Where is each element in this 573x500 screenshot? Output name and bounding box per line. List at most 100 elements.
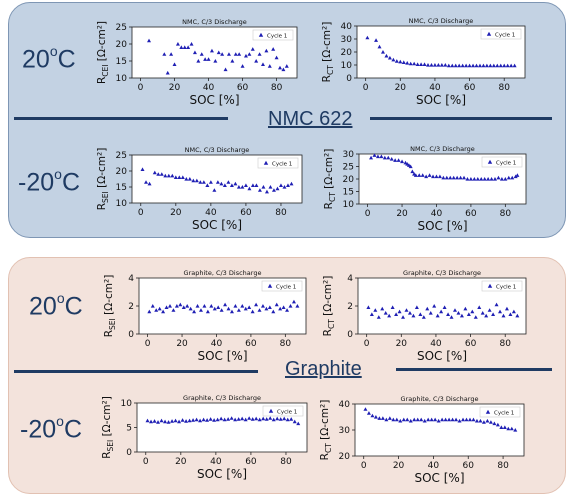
data-point — [460, 63, 465, 68]
data-point — [380, 416, 385, 420]
data-point — [196, 59, 201, 63]
data-point — [515, 313, 520, 318]
data-point — [412, 61, 417, 66]
chart-title: Graphite, C/3 Discharge — [184, 269, 262, 277]
data-point — [377, 44, 382, 49]
legend-box — [481, 280, 523, 292]
data-point — [220, 52, 225, 56]
y-tick-label: 0 — [346, 74, 352, 84]
data-point — [424, 174, 429, 179]
data-point — [173, 175, 178, 179]
data-point — [191, 418, 196, 422]
data-point — [181, 305, 186, 309]
data-point — [189, 42, 194, 46]
data-point — [495, 63, 500, 68]
data-point — [389, 157, 394, 161]
data-point — [480, 311, 485, 315]
data-point — [387, 416, 392, 420]
legend-marker — [486, 31, 492, 36]
data-point — [222, 417, 227, 422]
data-point — [432, 304, 437, 308]
data-point — [503, 177, 508, 181]
data-point — [194, 178, 199, 183]
data-point — [493, 177, 498, 181]
data-point — [257, 52, 262, 56]
legend-label: Cycle 1 — [277, 410, 297, 416]
x-tick-label: 80 — [498, 83, 510, 93]
x-tick-label: 0 — [138, 83, 144, 93]
data-point — [209, 48, 214, 53]
data-point — [491, 63, 496, 68]
x-axis-label: SOC [%] — [417, 349, 467, 363]
data-point — [198, 418, 203, 423]
y-tick-label: 15 — [116, 57, 127, 67]
y-tick-label: 40 — [341, 22, 353, 32]
data-point — [264, 48, 269, 53]
data-point — [163, 419, 168, 424]
x-tick-label: 0 — [145, 339, 151, 349]
legend-box — [252, 29, 294, 41]
data-point — [508, 312, 513, 316]
chart-title: NMC, C/3 Discharge — [410, 145, 475, 153]
data-point — [281, 67, 286, 72]
x-tick-label: 40 — [210, 457, 222, 467]
x-tick-label: 40 — [431, 209, 443, 219]
data-point — [205, 309, 210, 314]
data-point — [467, 63, 472, 68]
data-point — [254, 59, 259, 63]
data-point — [250, 47, 255, 51]
data-point — [439, 309, 444, 314]
data-point — [177, 419, 182, 424]
legend-marker — [267, 283, 273, 288]
data-point — [166, 420, 171, 424]
data-point — [435, 313, 440, 318]
data-point — [230, 59, 235, 63]
data-point — [471, 417, 476, 422]
data-point — [453, 63, 458, 68]
legend-marker — [258, 32, 264, 37]
data-point — [157, 306, 162, 311]
data-point — [472, 177, 477, 181]
data-point — [426, 63, 431, 67]
data-point — [387, 55, 392, 60]
data-point — [373, 308, 378, 312]
data-point — [401, 417, 406, 422]
x-tick-label: 80 — [500, 209, 512, 219]
data-point — [264, 306, 269, 311]
data-point — [477, 305, 482, 309]
data-point — [419, 417, 424, 422]
data-point — [174, 304, 179, 308]
data-point — [296, 421, 301, 426]
data-point — [202, 304, 207, 308]
data-point — [219, 181, 224, 186]
nmc-rct-minus20c-chart: NMC, C/3 Discharge 0 20 40 60 80 10 15 20 25 30 SOC… — [323, 145, 527, 233]
data-point — [159, 172, 164, 176]
data-point — [291, 299, 296, 304]
data-point — [271, 417, 276, 422]
data-point — [511, 309, 516, 314]
data-point — [467, 417, 472, 422]
data-point — [223, 67, 228, 72]
data-point — [515, 173, 520, 177]
data-point — [475, 177, 480, 181]
data-point — [282, 185, 287, 189]
x-tick-label: 80 — [271, 83, 283, 93]
data-point — [470, 309, 475, 314]
x-tick-label: 20 — [393, 461, 405, 471]
data-point — [172, 62, 177, 66]
data-point — [213, 59, 218, 63]
legend-label: Cycle 1 — [272, 162, 292, 168]
x-tick-label: 80 — [499, 339, 511, 349]
data-point — [407, 311, 412, 315]
data-point — [450, 63, 455, 68]
x-axis-label: SOC [%] — [197, 467, 247, 481]
graphite-rsei-20c-chart: Graphite, C/3 Discharge 0 20 40 60 80 0 2 4 SOC [… — [103, 269, 307, 363]
data-point — [474, 418, 479, 423]
data-point — [219, 416, 224, 421]
data-point — [152, 419, 157, 423]
data-point — [163, 173, 168, 178]
data-point — [394, 59, 399, 63]
data-point — [274, 302, 279, 307]
data-point — [271, 309, 276, 314]
x-tick-label: 60 — [465, 339, 477, 349]
